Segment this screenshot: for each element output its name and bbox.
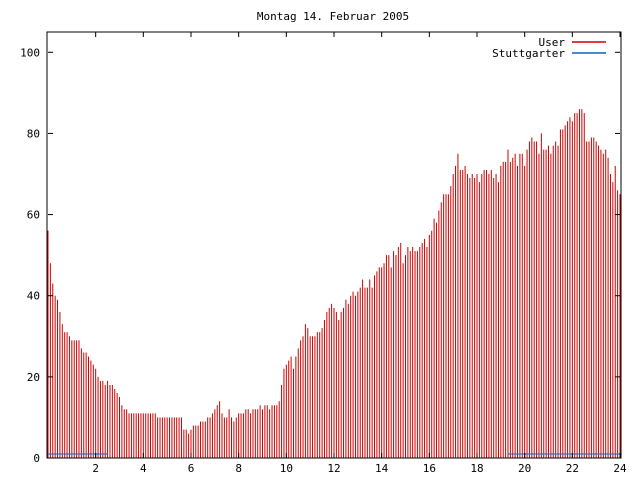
x-tick-label: 18: [470, 462, 483, 475]
x-tick-label: 24: [613, 462, 627, 475]
legend-label-user: User: [539, 36, 566, 49]
x-tick-label: 10: [280, 462, 293, 475]
y-tick-label: 20: [27, 371, 40, 384]
x-axis: 2 4 6 8 10 12 14 16 18 20 22 24: [92, 32, 627, 475]
x-tick-label: 22: [566, 462, 579, 475]
y-tick-label: 0: [33, 452, 40, 465]
legend: User Stuttgarter: [492, 36, 606, 60]
x-tick-label: 16: [423, 462, 436, 475]
y-tick-label: 100: [20, 46, 40, 59]
y-axis: 0 20 40 60 80 100: [20, 46, 620, 465]
x-tick-label: 8: [235, 462, 242, 475]
y-tick-label: 40: [27, 290, 40, 303]
x-tick-label: 12: [327, 462, 340, 475]
y-tick-label: 80: [27, 127, 40, 140]
x-tick-label: 20: [518, 462, 531, 475]
legend-label-stuttgarter: Stuttgarter: [492, 47, 565, 60]
user-bars: [47, 109, 621, 458]
chart-title: Montag 14. Februar 2005: [257, 10, 409, 23]
x-tick-label: 2: [92, 462, 99, 475]
x-tick-label: 6: [188, 462, 195, 475]
y-tick-label: 60: [27, 209, 40, 222]
x-tick-label: 14: [375, 462, 389, 475]
x-tick-label: 4: [140, 462, 147, 475]
